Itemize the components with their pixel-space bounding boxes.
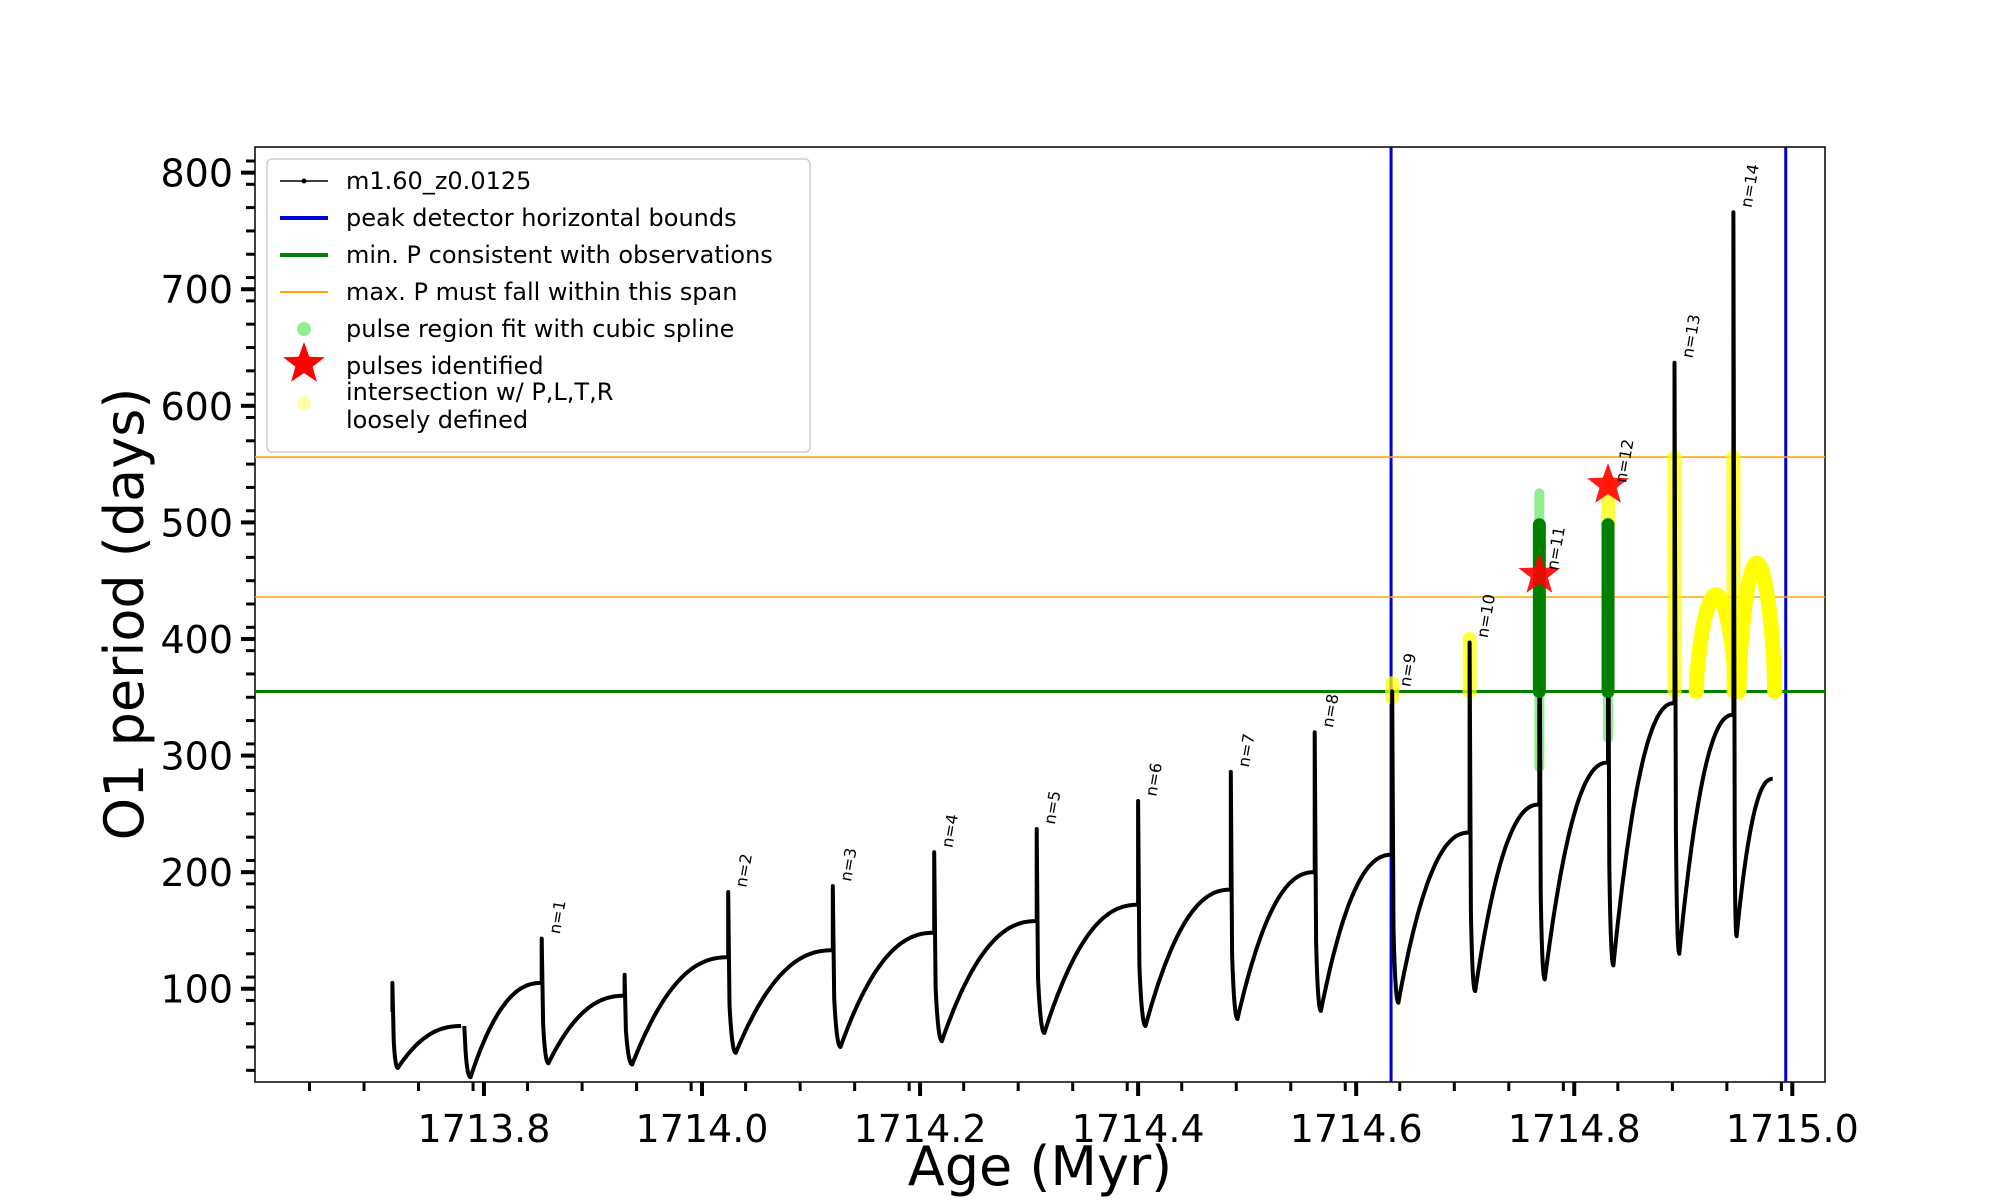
legend-handle	[297, 396, 311, 410]
y-tick-label: 500	[160, 501, 233, 545]
track-segment	[726, 890, 833, 1055]
track-segment	[932, 850, 1037, 1044]
pulse-number-label: n=9	[1395, 652, 1420, 689]
track-segment	[539, 936, 625, 1066]
plot-frame	[254, 146, 1826, 1083]
legend-label-line2: loosely defined	[346, 406, 528, 434]
y-tick-label: 600	[160, 385, 233, 429]
track-segment	[1467, 640, 1540, 994]
axes: 100 200 300 400 500 600 700 800 1713.8 1714.0 1714…	[160, 152, 1858, 1151]
loosely-defined-arc	[1688, 587, 1744, 699]
track-segment	[1731, 210, 1774, 939]
pulse-number-label: n=7	[1234, 732, 1259, 769]
pulse-number-label: n=10	[1473, 593, 1499, 640]
plot-data: n=1 n=2 n=3 n=4 n=5 n=6 n=7 n=8 n=9 n=10 n=11 n=12 n…	[255, 147, 1825, 1082]
x-tick-label: 1714.8	[1508, 1107, 1641, 1151]
legend-handle-marker	[301, 178, 307, 184]
pulse-number-label: n=14	[1737, 162, 1763, 209]
track-segment	[1228, 769, 1315, 1021]
track-segment	[1136, 799, 1231, 1028]
legend-box	[266, 158, 811, 453]
y-tick-label: 200	[160, 851, 233, 895]
y-tick-label: 400	[160, 618, 233, 662]
legend-label: pulses identified	[346, 352, 544, 380]
legend-label: pulse region fit with cubic spline	[346, 315, 734, 343]
x-tick-label: 1713.8	[417, 1107, 550, 1151]
track-segment	[1537, 525, 1609, 982]
pulse-number-label: n=13	[1678, 313, 1704, 360]
pulse-number-label: n=2	[731, 852, 756, 889]
legend-label: max. P must fall within this span	[346, 278, 737, 306]
legend-label: intersection w/ P,L,T,R	[346, 378, 613, 406]
x-tick-label: 1714.6	[1290, 1107, 1423, 1151]
x-axis-label: Age (Myr)	[908, 1135, 1173, 1198]
pulse-number-label: n=8	[1318, 692, 1343, 729]
y-tick-label: 800	[160, 152, 233, 196]
pulse-star-marker	[1587, 463, 1629, 503]
pulse-number-label: n=5	[1040, 789, 1065, 826]
track-segment	[1312, 730, 1393, 1013]
y-axis-label: O1 period (days)	[93, 388, 156, 841]
x-tick-label: 1714.0	[636, 1107, 769, 1151]
y-tick-label: 300	[160, 735, 233, 779]
loosely-defined-arc	[1731, 555, 1783, 699]
legend-handle	[297, 322, 311, 336]
legend-handle	[283, 342, 325, 382]
track-segment	[1672, 360, 1735, 956]
legend-label: min. P consistent with observations	[346, 241, 773, 269]
track-segment	[622, 955, 729, 1067]
pulse-number-label: n=12	[1611, 438, 1637, 485]
pulse-number-label: n=11	[1543, 525, 1569, 572]
track-segment	[1390, 689, 1470, 1005]
pulse-star-marker	[1518, 552, 1561, 593]
pulse-number-label: n=6	[1141, 761, 1166, 798]
pulse-number-label: n=3	[836, 846, 861, 883]
track-segment	[462, 980, 542, 1080]
legend-label: m1.60_z0.0125	[346, 167, 531, 195]
track-segment	[390, 980, 462, 1070]
track-segment	[830, 884, 935, 1049]
track-segment	[1034, 827, 1139, 1035]
legend-label: peak detector horizontal bounds	[346, 204, 737, 232]
track-segment	[1606, 525, 1675, 968]
pulse-number-label: n=4	[937, 813, 962, 850]
y-tick-label: 100	[160, 968, 233, 1012]
x-tick-label: 1715.0	[1726, 1107, 1859, 1151]
pulse-number-label: n=1	[545, 899, 570, 936]
x-tick-label: 1714.2	[854, 1107, 987, 1151]
x-tick-label: 1714.4	[1072, 1107, 1205, 1151]
y-tick-label: 700	[160, 268, 233, 312]
